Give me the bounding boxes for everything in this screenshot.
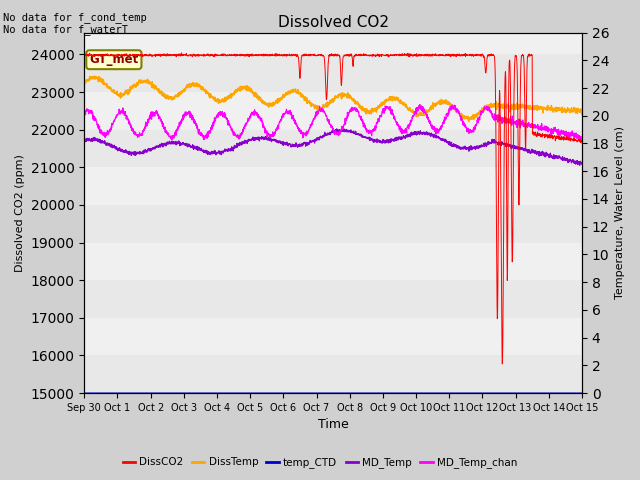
Bar <box>84 54 582 92</box>
Bar <box>84 130 582 168</box>
Y-axis label: Dissolved CO2 (ppm): Dissolved CO2 (ppm) <box>15 154 25 272</box>
Bar <box>84 92 582 130</box>
Text: No data for f_cond_temp
No data for f_waterT: No data for f_cond_temp No data for f_wa… <box>3 12 147 36</box>
Bar <box>84 242 582 280</box>
Title: Dissolved CO2: Dissolved CO2 <box>278 15 388 30</box>
Bar <box>84 280 582 318</box>
Bar <box>84 356 582 393</box>
Y-axis label: Temperature, Water Level (cm): Temperature, Water Level (cm) <box>615 126 625 300</box>
Bar <box>84 205 582 242</box>
Legend: DissCO2, DissTemp, temp_CTD, MD_Temp, MD_Temp_chan: DissCO2, DissTemp, temp_CTD, MD_Temp, MD… <box>118 453 522 472</box>
Bar <box>84 318 582 356</box>
Text: GT_met: GT_met <box>89 53 138 66</box>
Bar <box>84 168 582 205</box>
X-axis label: Time: Time <box>317 419 349 432</box>
